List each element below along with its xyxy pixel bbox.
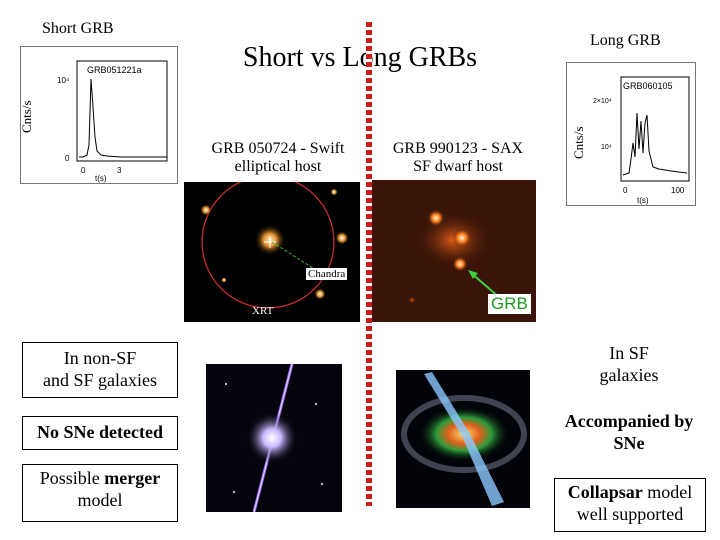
long-ytick-top: 2×10⁴ bbox=[593, 98, 612, 105]
jet-lower bbox=[462, 434, 504, 506]
short-xlabel: t(s) bbox=[95, 174, 107, 183]
collapsar-word: Collapsar bbox=[567, 482, 643, 502]
neutron-star-merger bbox=[246, 412, 298, 464]
short-image-caption: GRB 050724 - Swift elliptical host bbox=[190, 140, 366, 176]
short-xtick-0: 0 bbox=[81, 166, 86, 175]
short-grb-lightcurve: Cnts/s GRB051221a 10⁴ 0 0 3 t(s) bbox=[19, 46, 178, 184]
xrt-error-circle bbox=[201, 182, 335, 309]
sne-line2: SNe bbox=[613, 433, 645, 453]
short-grb-host-image bbox=[184, 182, 360, 322]
long-lightcurve-plot: Cnts/s GRB060105 2×10⁴ 10⁴ 0 100 t(s) bbox=[571, 76, 690, 205]
red-dashed-divider bbox=[366, 22, 372, 506]
short-grb-heading: Short GRB bbox=[42, 20, 114, 37]
short-box-merger: Possible merger model bbox=[22, 464, 178, 522]
short-ylabel: Cnts/s bbox=[21, 100, 34, 133]
merger-word: merger bbox=[104, 468, 161, 488]
long-lightcurve-line bbox=[622, 112, 688, 176]
long-image-caption: GRB 990123 - SAX SF dwarf host bbox=[376, 140, 540, 176]
long-caption-line1: GRB 990123 - SAX bbox=[392, 140, 524, 157]
long-xlabel: t(s) bbox=[637, 196, 649, 205]
long-grb-illustration bbox=[396, 370, 530, 508]
long-ylabel: Cnts/s bbox=[571, 126, 586, 159]
merger-prefix: Possible bbox=[39, 468, 100, 488]
jet-upper bbox=[424, 372, 470, 436]
long-grb-heading: Long GRB bbox=[590, 32, 661, 49]
short-lightcurve-plot: Cnts/s GRB051221a 10⁴ 0 0 3 t(s) bbox=[19, 60, 168, 183]
long-box-sne: Accompanied by SNe bbox=[552, 410, 706, 458]
slide-title: Short vs Long GRBs bbox=[242, 42, 478, 73]
long-box-collapsar: Collapsar model well supported bbox=[554, 478, 706, 532]
long-caption-line2: SF dwarf host bbox=[413, 158, 503, 175]
long-box-galaxies: In SF galaxies bbox=[552, 340, 706, 392]
short-lightcurve-line bbox=[79, 78, 167, 158]
short-box-galaxies: In non-SF and SF galaxies bbox=[22, 342, 178, 398]
long-ytick-mid: 10⁴ bbox=[601, 144, 612, 151]
short-caption-line2: elliptical host bbox=[234, 158, 322, 175]
long-xtick-100: 100 bbox=[671, 186, 685, 195]
collapsar-model: model bbox=[642, 482, 693, 502]
short-plot-frame bbox=[76, 60, 168, 162]
merger-suffix: model bbox=[77, 490, 123, 510]
short-ytick-bottom: 0 bbox=[65, 154, 70, 163]
short-grb-illustration bbox=[206, 364, 342, 512]
long-grb-host-image bbox=[372, 180, 536, 322]
sne-line1: Accompanied by bbox=[564, 411, 694, 431]
dwarf-host-galaxy bbox=[452, 228, 472, 248]
long-xtick-0: 0 bbox=[623, 186, 628, 195]
short-xtick-3: 3 bbox=[117, 166, 122, 175]
grb-afterglow bbox=[452, 256, 468, 272]
chandra-label: Chandra bbox=[306, 268, 348, 280]
short-lc-name: GRB051221a bbox=[87, 65, 142, 75]
short-box-no-sne: No SNe detected bbox=[22, 416, 178, 450]
xrt-label: XRT bbox=[252, 305, 274, 317]
chandra-pointer bbox=[271, 241, 317, 271]
short-ytick-top: 10⁴ bbox=[57, 76, 70, 85]
long-plot-frame bbox=[620, 76, 690, 182]
collapsar-supported: well supported bbox=[576, 504, 684, 524]
grb-label: GRB bbox=[488, 294, 531, 314]
long-lc-name: GRB060105 bbox=[623, 81, 673, 91]
long-grb-lightcurve: Cnts/s GRB060105 2×10⁴ 10⁴ 0 100 t(s) bbox=[566, 62, 696, 206]
short-caption-line1: GRB 050724 - Swift bbox=[211, 140, 345, 157]
